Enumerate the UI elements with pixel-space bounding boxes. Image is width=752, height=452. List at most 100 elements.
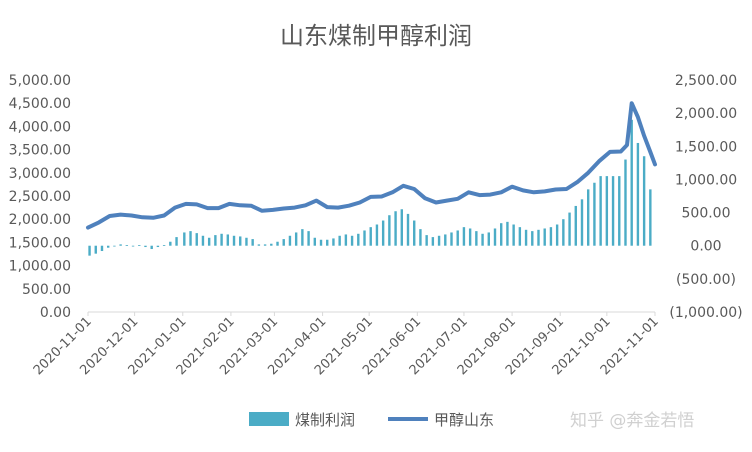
profit-bar bbox=[189, 231, 192, 246]
profit-bar bbox=[549, 227, 553, 246]
profit-bar bbox=[125, 245, 129, 246]
profit-bar bbox=[106, 245, 110, 248]
profit-bar bbox=[624, 159, 627, 246]
profit-bar bbox=[468, 228, 472, 246]
methanol-price-line bbox=[86, 101, 657, 230]
profit-bar bbox=[506, 221, 509, 246]
profit-bar bbox=[226, 234, 230, 246]
profit-bar bbox=[524, 229, 528, 246]
profit-bar bbox=[294, 232, 298, 246]
profit-bar bbox=[276, 241, 279, 246]
profit-bar bbox=[537, 229, 540, 246]
profit-bar bbox=[481, 233, 484, 246]
profit-bar bbox=[630, 119, 633, 246]
left-tick-label: 5,000.00 bbox=[9, 73, 71, 89]
profit-bar bbox=[580, 199, 584, 246]
profit-bar bbox=[201, 235, 205, 246]
profit-bar bbox=[282, 239, 285, 246]
profit-bar bbox=[319, 239, 323, 246]
right-tick-label: (500.00) bbox=[676, 272, 736, 288]
profit-bar bbox=[131, 245, 135, 247]
profit-bar bbox=[239, 236, 242, 246]
profit-bar bbox=[450, 232, 453, 246]
profit-bar bbox=[251, 239, 254, 246]
profit-bar bbox=[531, 231, 534, 246]
profit-bar bbox=[338, 235, 341, 246]
profit-bar bbox=[400, 209, 403, 246]
profit-bar bbox=[357, 233, 360, 246]
profit-bar bbox=[456, 230, 459, 246]
profit-bar bbox=[500, 223, 503, 246]
profit-bar bbox=[406, 213, 410, 246]
bar-series bbox=[88, 119, 652, 256]
watermark: 知乎 @奔金若悟 bbox=[570, 411, 694, 431]
profit-bar bbox=[94, 245, 97, 254]
profit-bar bbox=[618, 176, 621, 246]
profit-bar bbox=[207, 237, 211, 246]
profit-bar bbox=[599, 176, 602, 246]
profit-bar bbox=[100, 245, 104, 252]
profit-bar bbox=[636, 142, 640, 246]
profit-bar bbox=[425, 235, 428, 246]
profit-bar bbox=[150, 245, 153, 250]
profit-bar bbox=[301, 229, 304, 246]
profit-bar bbox=[562, 219, 565, 246]
right-tick-label: (1,000.00) bbox=[669, 305, 742, 321]
profit-bar bbox=[263, 244, 267, 246]
right-tick-label: 2,000.00 bbox=[675, 106, 737, 122]
profit-bar bbox=[475, 231, 478, 246]
profit-bar bbox=[493, 228, 497, 246]
profit-bar bbox=[605, 176, 609, 246]
profit-bar bbox=[332, 238, 335, 246]
profit-bar bbox=[119, 244, 122, 246]
right-axis: 2,500.00 2,000.00 1,500.00 1,000.00 500.00 0.… bbox=[669, 73, 742, 321]
left-tick-label: 0.00 bbox=[40, 305, 71, 321]
right-tick-label: 1,500.00 bbox=[675, 139, 737, 155]
profit-bar bbox=[313, 237, 316, 246]
profit-bar bbox=[350, 235, 354, 246]
left-tick-label: 3,000.00 bbox=[9, 166, 71, 182]
profit-bar bbox=[568, 212, 571, 246]
left-axis: 5,000.00 4,500.00 4,000.00 3,500.00 3,000.00… bbox=[9, 73, 71, 321]
left-tick-label: 3,500.00 bbox=[9, 143, 71, 159]
profit-bar bbox=[138, 245, 141, 246]
profit-bar bbox=[326, 239, 329, 246]
profit-bar bbox=[394, 211, 397, 246]
profit-bar bbox=[431, 237, 435, 246]
profit-bar bbox=[169, 241, 172, 246]
chart-title: 山东煤制甲醇利润 bbox=[280, 22, 472, 50]
profit-bar bbox=[611, 176, 615, 246]
profit-bar bbox=[88, 245, 91, 256]
profit-bar bbox=[257, 244, 261, 246]
profit-bar bbox=[462, 227, 466, 246]
profit-bar bbox=[270, 243, 273, 246]
profit-bar bbox=[344, 234, 348, 246]
profit-bar bbox=[288, 235, 292, 246]
profit-bar bbox=[518, 227, 522, 246]
profit-bar bbox=[375, 224, 379, 246]
profit-bar bbox=[413, 220, 416, 246]
left-tick-label: 4,000.00 bbox=[9, 119, 71, 135]
profit-bar bbox=[214, 235, 217, 246]
profit-bar bbox=[574, 205, 577, 246]
profit-bar bbox=[512, 224, 515, 246]
profit-bar bbox=[543, 228, 546, 246]
profit-bar bbox=[245, 237, 248, 246]
left-tick-label: 1,000.00 bbox=[9, 259, 71, 275]
legend: 煤制利润 甲醇山东 bbox=[249, 411, 494, 429]
profit-bar bbox=[419, 229, 422, 246]
profit-bar bbox=[195, 233, 198, 246]
left-tick-label: 4,500.00 bbox=[9, 96, 71, 112]
profit-bar bbox=[487, 232, 490, 246]
legend-bar-label: 煤制利润 bbox=[295, 411, 355, 429]
profit-bar bbox=[587, 189, 590, 246]
profit-bar bbox=[144, 245, 147, 248]
right-tick-label: 0.00 bbox=[690, 239, 721, 255]
left-tick-label: 2,000.00 bbox=[9, 212, 71, 228]
profit-bar bbox=[555, 224, 559, 246]
legend-bar-swatch bbox=[249, 412, 289, 426]
profit-bar bbox=[369, 227, 372, 246]
profit-bar bbox=[381, 220, 385, 246]
profit-bar bbox=[593, 182, 596, 246]
profit-bar bbox=[183, 232, 186, 246]
